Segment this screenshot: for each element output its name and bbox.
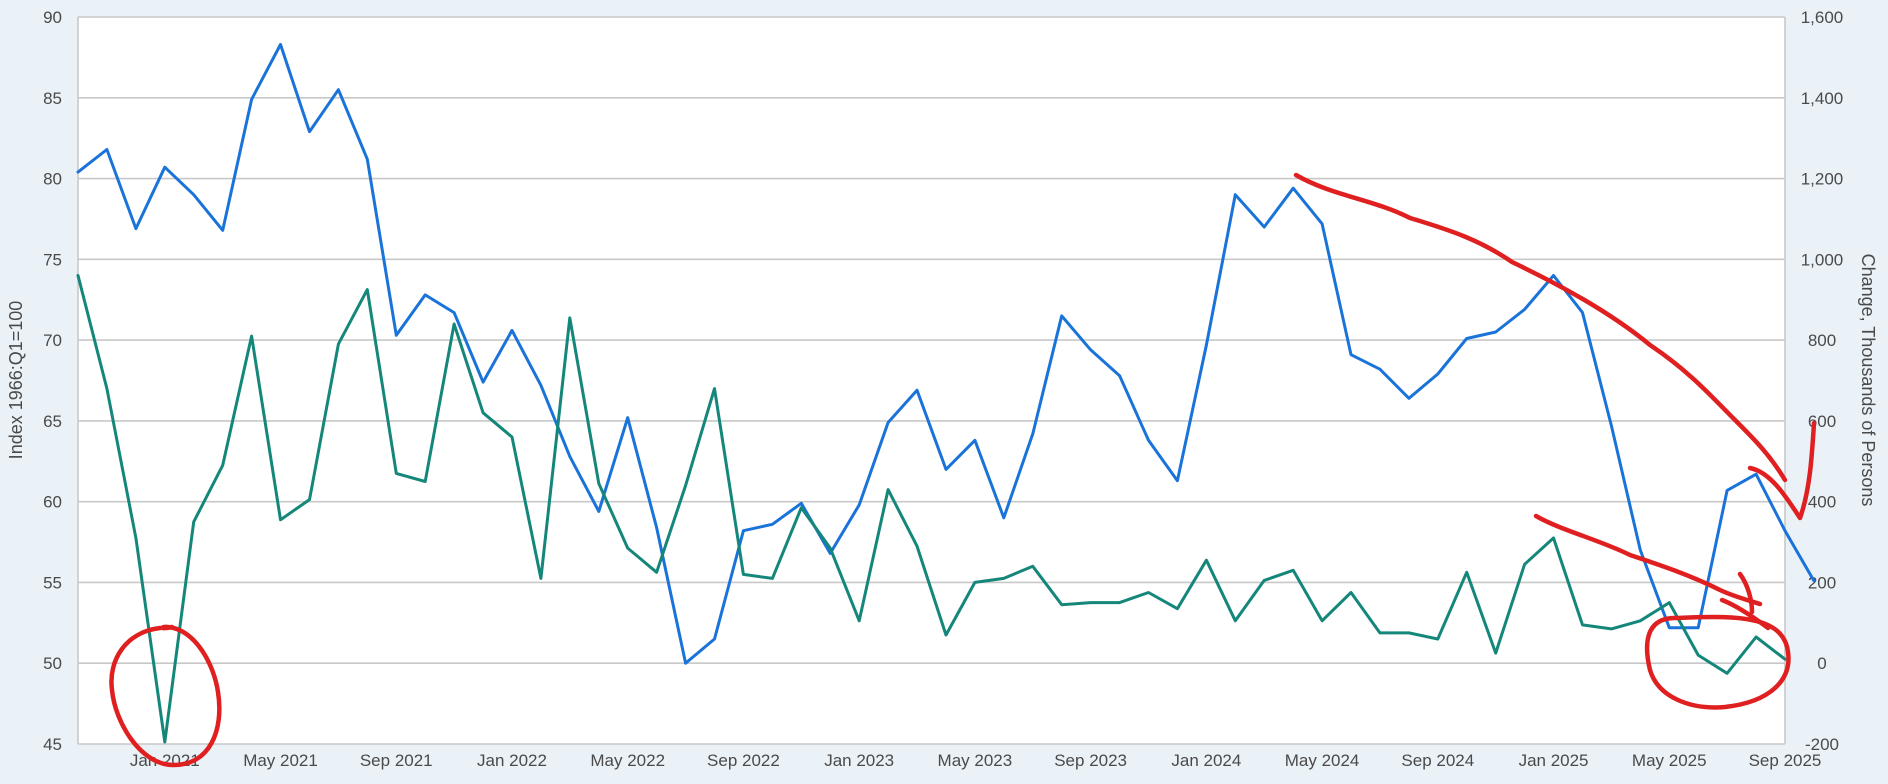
x-tick-label: May 2021 bbox=[243, 751, 318, 770]
left-tick-label: 65 bbox=[43, 412, 62, 431]
right-tick-label: 400 bbox=[1808, 493, 1836, 512]
right-tick-label: 0 bbox=[1817, 654, 1826, 673]
left-tick-label: 70 bbox=[43, 331, 62, 350]
x-tick-label: Sep 2025 bbox=[1749, 751, 1822, 770]
series-line-left bbox=[76, 43, 1816, 665]
right-tick-label: 1,400 bbox=[1801, 89, 1844, 108]
left-tick-label: 85 bbox=[43, 89, 62, 108]
x-axis-ticks: Jan 2021 May 2021 Sep 2021 Jan 2022 May 2022… bbox=[130, 751, 1822, 770]
x-tick-label: Jan 2023 bbox=[824, 751, 894, 770]
left-tick-label: 90 bbox=[43, 8, 62, 27]
annotation-arrow-bottom-tip bbox=[1719, 571, 1771, 631]
right-tick-label: 1,000 bbox=[1801, 250, 1844, 269]
x-tick-label: May 2022 bbox=[590, 751, 665, 770]
left-axis-ticks: 45 50 55 60 65 70 75 80 85 90 bbox=[43, 8, 62, 754]
x-tick-label: Jan 2024 bbox=[1171, 751, 1241, 770]
right-tick-label: 200 bbox=[1808, 573, 1836, 592]
left-axis-title: Index 1966:Q1=100 bbox=[6, 301, 26, 460]
right-tick-label: 1,200 bbox=[1801, 170, 1844, 189]
series-layer bbox=[76, 43, 1816, 744]
left-tick-label: 80 bbox=[43, 170, 62, 189]
series-line-right bbox=[76, 274, 1787, 744]
annotation-arrow-top bbox=[1293, 172, 1788, 483]
x-tick-label: Jan 2025 bbox=[1519, 751, 1589, 770]
right-tick-label: 1,600 bbox=[1801, 8, 1844, 27]
grid-layer bbox=[77, 16, 1786, 745]
right-tick-label: 800 bbox=[1808, 331, 1836, 350]
x-tick-label: Sep 2022 bbox=[707, 751, 780, 770]
left-tick-label: 50 bbox=[43, 654, 62, 673]
left-tick-label: 75 bbox=[43, 250, 62, 269]
annotation-arrow-top-tip bbox=[1747, 420, 1817, 521]
x-tick-label: May 2023 bbox=[938, 751, 1013, 770]
annotation-circle-left bbox=[109, 624, 222, 768]
annotation-circle-right bbox=[1644, 614, 1791, 710]
annotation-layer bbox=[109, 172, 1817, 768]
x-tick-label: Sep 2021 bbox=[360, 751, 433, 770]
left-tick-label: 60 bbox=[43, 493, 62, 512]
x-tick-label: May 2025 bbox=[1632, 751, 1707, 770]
x-tick-label: May 2024 bbox=[1285, 751, 1360, 770]
x-tick-label: Jan 2022 bbox=[477, 751, 547, 770]
plot-area bbox=[78, 17, 1785, 744]
right-tick-label: -200 bbox=[1805, 735, 1839, 754]
left-tick-label: 55 bbox=[43, 573, 62, 592]
x-tick-label: Sep 2023 bbox=[1054, 751, 1127, 770]
annotation-arrow-bottom bbox=[1533, 513, 1763, 607]
right-axis-title: Change, Thousands of Persons bbox=[1858, 254, 1878, 507]
x-tick-label: Sep 2024 bbox=[1401, 751, 1474, 770]
left-tick-label: 45 bbox=[43, 735, 62, 754]
